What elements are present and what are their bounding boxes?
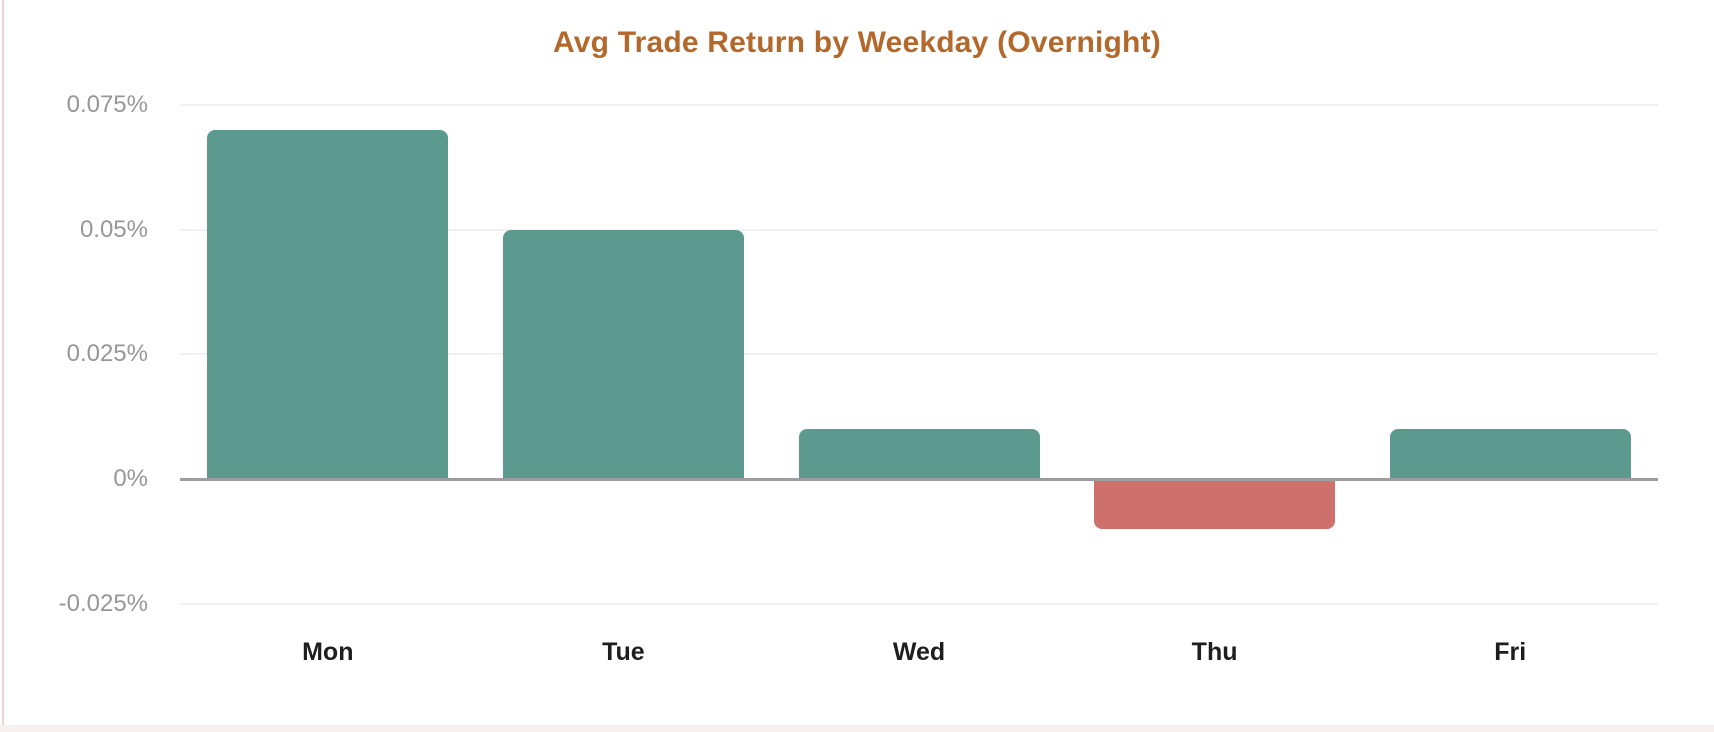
x-label-mon: Mon bbox=[302, 638, 354, 666]
zero-baseline bbox=[180, 477, 1658, 481]
y-tick-label: -0.025% bbox=[58, 589, 148, 617]
gridline--0.025% bbox=[180, 602, 1658, 605]
chart-title: Avg Trade Return by Weekday (Overnight) bbox=[553, 26, 1161, 59]
bar-tue[interactable] bbox=[502, 229, 744, 479]
bar-wed[interactable] bbox=[798, 429, 1040, 479]
bar-mon[interactable] bbox=[207, 129, 449, 479]
y-tick-label: 0.05% bbox=[79, 215, 148, 243]
bar-fri[interactable] bbox=[1389, 429, 1631, 479]
bottom-divider bbox=[0, 725, 1714, 732]
x-label-wed: Wed bbox=[892, 638, 946, 666]
gridline-0.075% bbox=[180, 103, 1658, 106]
x-label-tue: Tue bbox=[602, 638, 645, 666]
y-tick-label: 0.025% bbox=[66, 340, 148, 368]
gridline-0.025% bbox=[180, 353, 1658, 356]
y-tick-label: 0% bbox=[113, 465, 148, 492]
bar-thu[interactable] bbox=[1094, 479, 1336, 529]
gridline-0.05% bbox=[180, 228, 1658, 231]
x-label-thu: Thu bbox=[1191, 638, 1238, 666]
y-tick-label: 0.075% bbox=[66, 90, 148, 118]
x-label-fri: Fri bbox=[1494, 638, 1527, 666]
card-left-border bbox=[2, 0, 4, 726]
